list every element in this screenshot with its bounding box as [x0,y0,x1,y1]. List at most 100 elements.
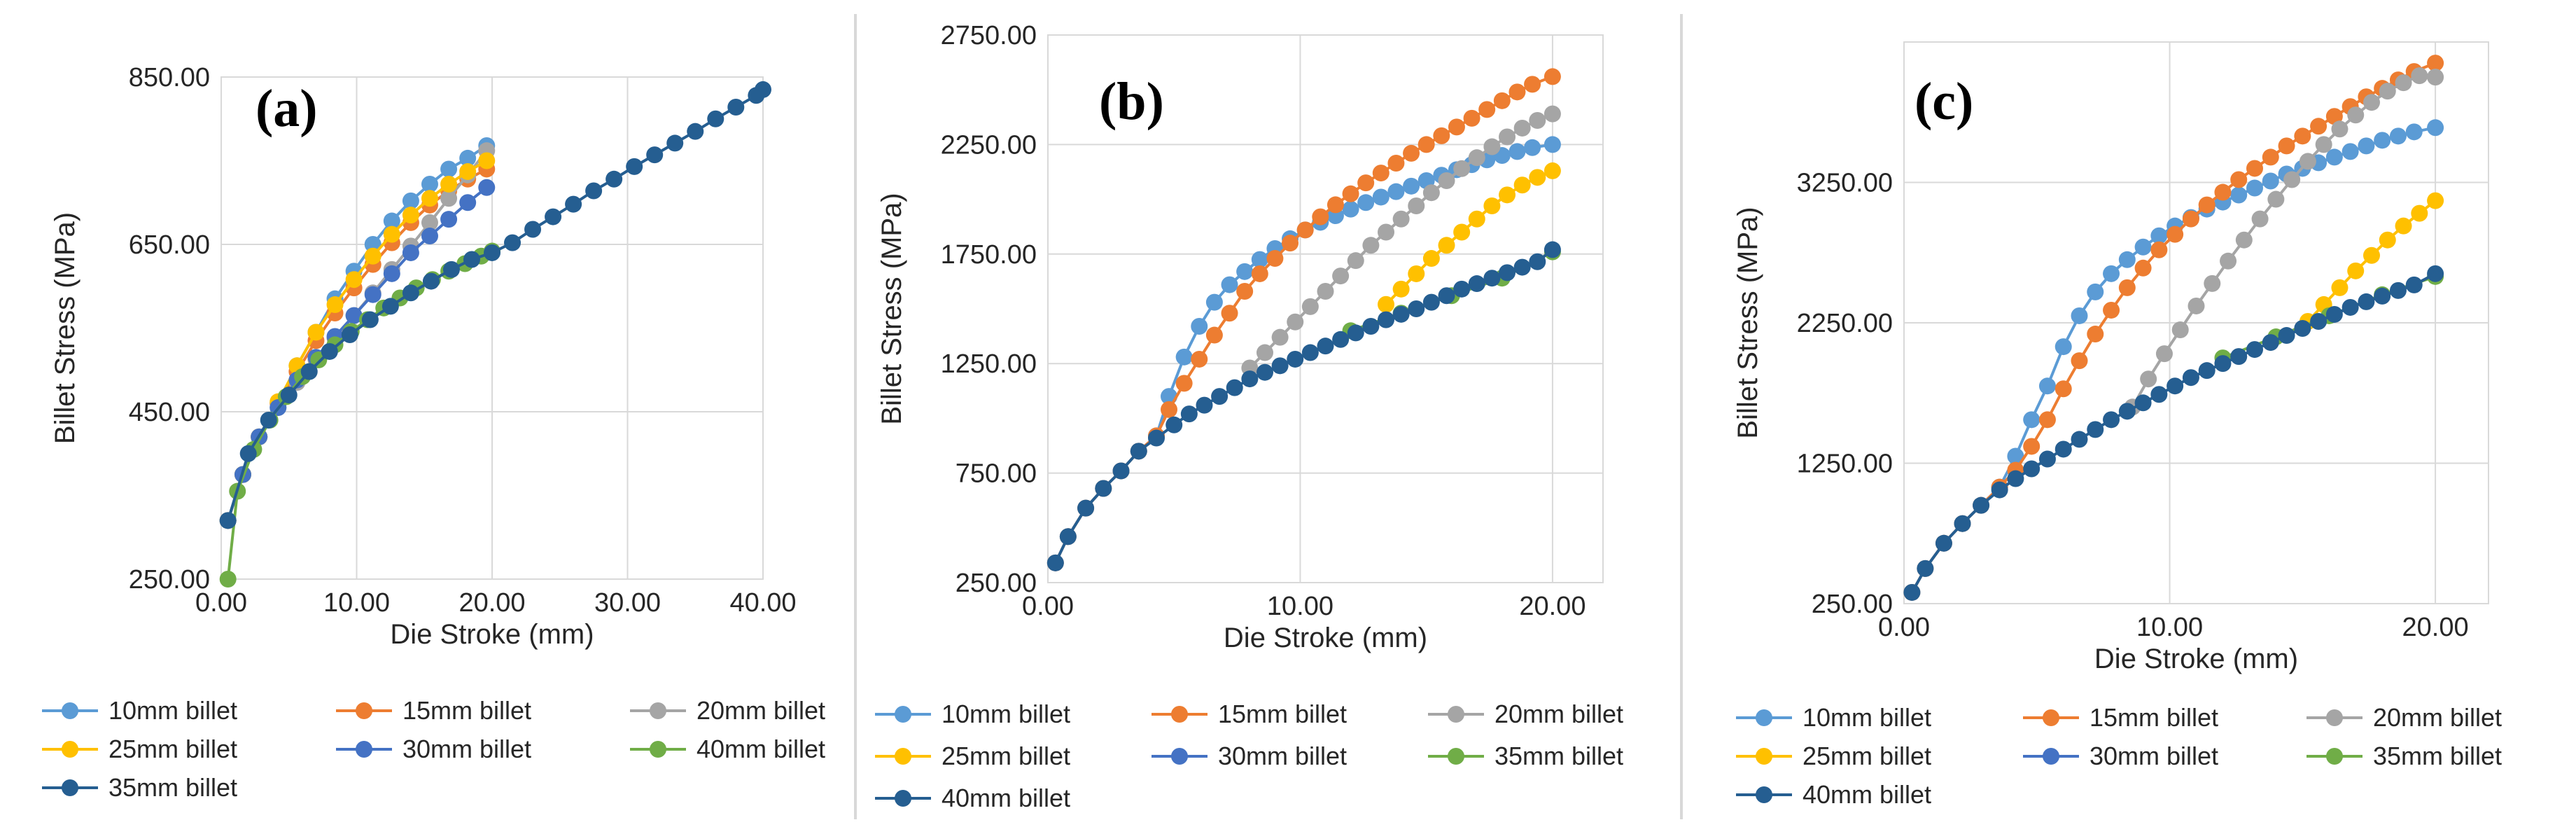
series-line [1054,248,1554,564]
data-point [1211,388,1228,405]
data-point [1544,241,1561,258]
data-point [2038,450,2056,468]
x-axis-label: Die Stroke (mm) [2094,644,2298,674]
data-point [2230,348,2248,366]
y-tick-label: 750.00 [955,459,1037,489]
data-point [1326,196,1344,214]
data-point [646,146,664,164]
legend-swatch-marker [62,779,78,796]
y-tick-label: 450.00 [129,398,210,427]
data-point [421,214,438,231]
data-point [1483,270,1501,287]
data-point [1378,296,1395,313]
data-point [2374,132,2391,149]
data-point [2267,190,2285,208]
data-point [1453,160,1471,177]
legend-swatch-marker [356,741,372,758]
data-point [1463,109,1480,127]
data-point [421,175,438,193]
data-point [1221,276,1238,293]
data-point [421,190,438,207]
data-point [2342,298,2359,316]
data-point [1130,443,1147,460]
data-point [2395,74,2412,92]
data-point [1271,328,1289,346]
data-point [1478,101,1496,118]
legend-entry: 20mm billet [2373,703,2502,732]
x-axis-label: Die Stroke (mm) [1224,623,1427,653]
data-point [1266,250,1284,267]
data-point [2262,334,2279,352]
data-point [1161,401,1178,418]
legend-entry: 30mm billet [1218,742,1347,770]
data-point [2182,369,2199,387]
data-point [2347,262,2365,279]
data-point [1408,265,1425,282]
data-point [1332,331,1350,348]
data-point [2427,265,2444,282]
y-tick-label: 1750.00 [941,240,1037,270]
data-point [2103,301,2120,319]
data-point [2283,171,2301,188]
data-point [707,110,724,127]
data-point [440,211,458,228]
legend-entry: 20mm billet [696,696,825,725]
legend-entry: 40mm billet [941,784,1070,812]
legend-entry: 20mm billet [1494,700,1623,728]
legend-swatch-marker [2326,748,2343,765]
data-point [364,236,382,253]
data-point [1256,344,1273,361]
data-point [307,324,325,341]
data-point [1077,499,1095,517]
data-point [1468,210,1485,228]
data-point [2204,274,2221,292]
data-point [2054,440,2072,458]
data-point [2251,210,2269,228]
legend-swatch-marker [1756,748,1772,765]
x-tick-label: 30.00 [594,588,661,618]
legend-entry: 10mm billet [941,700,1070,728]
data-point [2166,377,2184,395]
data-point [1166,416,1183,433]
data-point [666,134,684,152]
data-point [585,182,603,200]
data-point [1418,136,1435,153]
legend-entry: 35mm billet [108,773,237,802]
x-axis-label: Die Stroke (mm) [390,619,594,650]
x-tick-label: 10.00 [2136,613,2203,642]
data-point [2246,341,2263,359]
data-point [1226,379,1243,396]
legend-entry: 40mm billet [1802,780,1931,809]
data-point [1422,250,1440,267]
data-point [422,272,440,290]
y-tick-label: 2250.00 [941,130,1037,160]
data-point [478,152,496,169]
data-point [1403,177,1420,195]
data-point [1196,396,1213,414]
data-point [2087,421,2104,438]
data-point [402,207,419,224]
data-point [239,445,257,462]
legend-swatch-marker [650,741,666,758]
data-point [2347,106,2365,124]
data-point [1256,363,1273,381]
data-point [2182,210,2199,228]
data-point [2310,312,2328,330]
data-point [440,190,458,207]
legend-swatch-marker [1756,709,1772,726]
data-point [1251,265,1268,282]
y-axis-label: Billet Stress (MPa) [50,212,80,444]
data-point [2294,320,2311,338]
data-point [463,251,480,268]
data-point [1175,375,1193,392]
data-point [2150,241,2168,258]
legend-swatch-marker [1171,706,1188,723]
x-tick-label: 20.00 [2402,613,2469,642]
data-point [402,244,419,261]
data-point [1917,560,1934,577]
data-point [2140,370,2157,388]
data-point [1408,300,1425,317]
data-point [219,571,237,588]
data-point [402,192,419,209]
data-point [2118,251,2136,268]
